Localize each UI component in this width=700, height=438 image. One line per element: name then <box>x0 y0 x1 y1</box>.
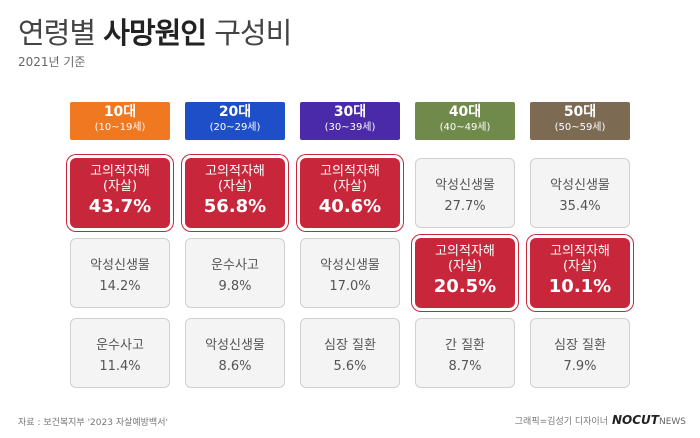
cause-name: 고의적자해 <box>550 244 610 259</box>
cause-cell: 악성신생물 17.0% <box>300 238 400 308</box>
cause-cell: 악성신생물 35.4% <box>530 158 630 228</box>
cause-name: 고의적자해 <box>320 164 380 179</box>
cause-cell-highlight: 고의적자해 (자살) 20.5% <box>415 238 515 308</box>
age-header: 50대 (50~59세) <box>530 102 630 140</box>
cause-name: 심장 질환 <box>324 338 376 353</box>
source-note: 자료 : 보건복지부 '2023 자살예방백서' <box>18 418 168 428</box>
cause-name: 운수사고 <box>211 258 259 273</box>
age-label: 10대 <box>103 104 137 120</box>
age-column: 50대 (50~59세) 악성신생물 35.4% 고의적자해 (자살) 10.1% 심장 질환… <box>530 102 630 392</box>
cause-subname: (자살) <box>102 179 138 194</box>
cause-percent: 27.7% <box>444 199 486 214</box>
cause-percent: 8.6% <box>218 359 252 374</box>
age-range: (20~29세) <box>209 122 261 133</box>
cause-name: 고의적자해 <box>90 164 150 179</box>
cause-percent: 20.5% <box>433 276 497 297</box>
cause-name: 악성신생물 <box>205 338 265 353</box>
age-column: 20대 (20~29세) 고의적자해 (자살) 56.8% 운수사고 9.8% 악성신생물 8.… <box>185 102 285 392</box>
cause-name: 간 질환 <box>444 338 485 353</box>
cause-cell: 심장 질환 5.6% <box>300 318 400 388</box>
cause-name: 악성신생물 <box>435 178 495 193</box>
cause-cell: 악성신생물 8.6% <box>185 318 285 388</box>
cause-percent: 56.8% <box>203 196 267 217</box>
cause-cell-highlight: 고의적자해 (자살) 56.8% <box>185 158 285 228</box>
cause-percent: 11.4% <box>99 359 141 374</box>
age-header: 10대 (10~19세) <box>70 102 170 140</box>
age-label: 50대 <box>563 104 597 120</box>
news-logo-suffix: NEWS <box>658 417 686 427</box>
title-suffix: 구성비 <box>206 16 292 50</box>
age-label: 40대 <box>448 104 482 120</box>
age-range: (40~49세) <box>439 122 491 133</box>
title-prefix: 연령별 <box>18 16 104 50</box>
age-column: 10대 (10~19세) 고의적자해 (자살) 43.7% 악성신생물 14.2% 운수사고 1… <box>70 102 170 392</box>
age-header: 40대 (40~49세) <box>415 102 515 140</box>
credit-text: 그래픽=김성기 디자이너 <box>514 417 608 427</box>
cause-cell: 간 질환 8.7% <box>415 318 515 388</box>
age-range: (10~19세) <box>94 122 146 133</box>
cause-percent: 10.1% <box>548 276 612 297</box>
cause-cell-highlight: 고의적자해 (자살) 43.7% <box>70 158 170 228</box>
age-label: 20대 <box>218 104 252 120</box>
age-range: (30~39세) <box>324 122 376 133</box>
page-title: 연령별 사망원인 구성비 <box>18 10 292 52</box>
subtitle: 2021년 기준 <box>18 55 86 69</box>
cause-cell: 악성신생물 27.7% <box>415 158 515 228</box>
cause-percent: 7.9% <box>563 359 597 374</box>
cause-cell: 운수사고 11.4% <box>70 318 170 388</box>
age-column: 40대 (40~49세) 악성신생물 27.7% 고의적자해 (자살) 20.5% 간 질환 8… <box>415 102 515 392</box>
cause-name: 악성신생물 <box>320 258 380 273</box>
cause-percent: 8.7% <box>448 359 482 374</box>
cause-name: 악성신생물 <box>90 258 150 273</box>
cause-cell-highlight: 고의적자해 (자살) 40.6% <box>300 158 400 228</box>
age-header: 30대 (30~39세) <box>300 102 400 140</box>
cause-name: 운수사고 <box>96 338 144 353</box>
cause-cell: 악성신생물 14.2% <box>70 238 170 308</box>
cause-percent: 9.8% <box>218 279 252 294</box>
cause-cell: 운수사고 9.8% <box>185 238 285 308</box>
cause-percent: 43.7% <box>88 196 152 217</box>
age-column: 30대 (30~39세) 고의적자해 (자살) 40.6% 악성신생물 17.0% 심장 질환… <box>300 102 400 392</box>
cause-subname: (자살) <box>332 179 368 194</box>
age-label: 30대 <box>333 104 367 120</box>
cause-name: 고의적자해 <box>205 164 265 179</box>
cause-subname: (자살) <box>217 179 253 194</box>
cause-subname: (자살) <box>562 259 598 274</box>
nocut-logo: NOCUT <box>611 413 659 427</box>
cause-name: 고의적자해 <box>435 244 495 259</box>
cause-percent: 17.0% <box>329 279 371 294</box>
cause-cell-highlight: 고의적자해 (자살) 10.1% <box>530 238 630 308</box>
credit: 그래픽=김성기 디자이너 NOCUTNEWS <box>515 413 686 427</box>
cause-name: 악성신생물 <box>550 178 610 193</box>
cause-cell: 심장 질환 7.9% <box>530 318 630 388</box>
age-header: 20대 (20~29세) <box>185 102 285 140</box>
title-bold: 사망원인 <box>103 16 207 50</box>
cause-name: 심장 질환 <box>554 338 606 353</box>
cause-percent: 5.6% <box>333 359 367 374</box>
cause-percent: 35.4% <box>559 199 601 214</box>
age-range: (50~59세) <box>554 122 606 133</box>
cause-percent: 14.2% <box>99 279 141 294</box>
cause-subname: (자살) <box>447 259 483 274</box>
cause-percent: 40.6% <box>318 196 382 217</box>
